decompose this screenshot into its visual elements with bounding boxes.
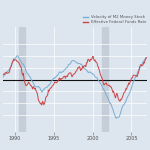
- Bar: [102, 27, 108, 132]
- Legend: Velocity of M2 Money Stock, Effective Federal Funds Rate: Velocity of M2 Money Stock, Effective Fe…: [83, 15, 147, 24]
- Bar: [19, 27, 25, 132]
